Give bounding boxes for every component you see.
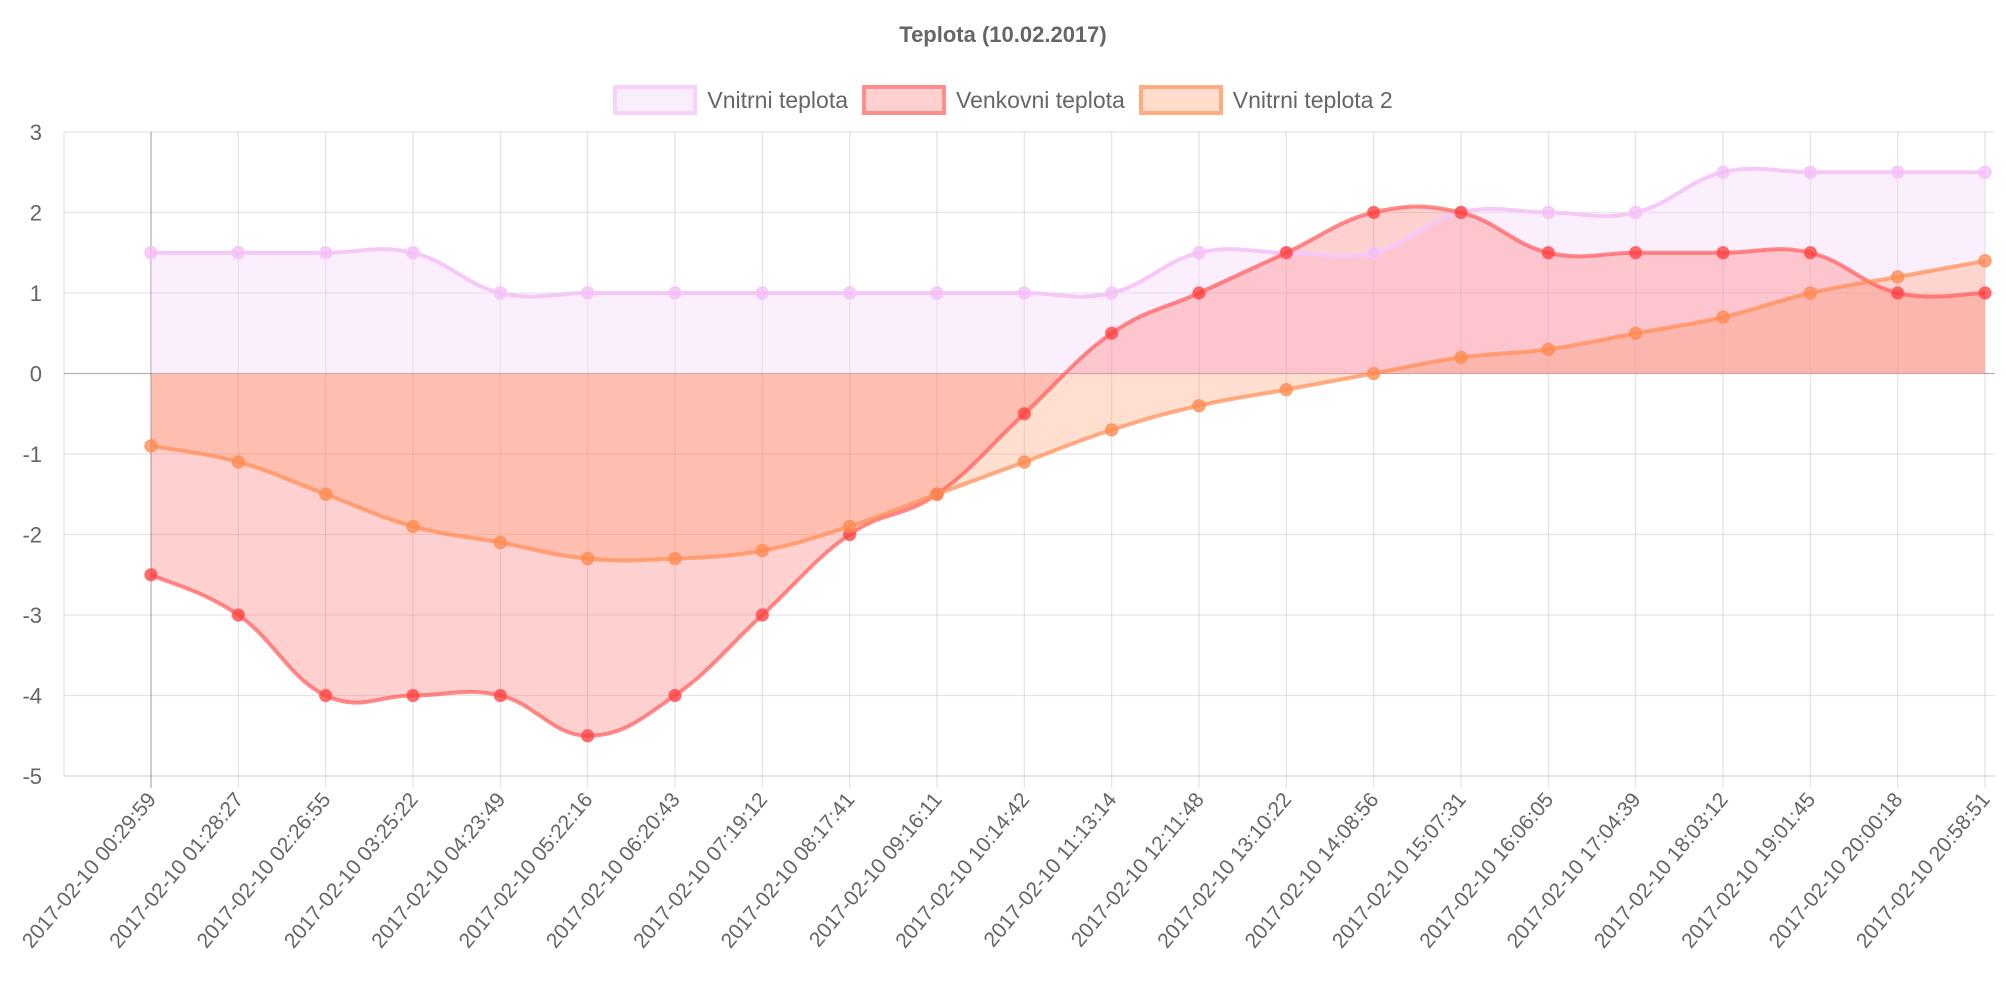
data-point [580,729,595,743]
legend-item-venkovni[interactable]: Venkovni teplota [862,85,1125,115]
data-point [1366,205,1381,220]
data-point [318,246,333,260]
data-point [930,487,944,501]
data-point [493,286,508,300]
data-point [231,608,246,622]
data-point [1716,165,1730,179]
data-point [668,551,682,566]
data-point [1890,286,1905,300]
data-point [1803,165,1818,179]
data-point [1017,407,1032,421]
data-point [406,688,420,703]
data-point [755,608,770,622]
data-point [1541,342,1556,357]
data-point [755,543,770,558]
series-line-0 [150,166,1985,299]
data-point [1279,382,1294,397]
data-point [755,286,770,300]
data-point [1366,366,1381,381]
data-point [493,688,508,703]
data-point [668,688,682,703]
data-point [318,487,333,501]
data-point [1192,398,1206,413]
data-point [1366,246,1381,260]
data-point [1628,205,1643,220]
data-point [1978,286,1992,300]
legend-label: Vnitrni teplota [707,86,848,113]
data-point [231,455,246,469]
legend: Vnitrni teplota Venkovni teplota Vnitrni… [0,85,2006,115]
data-point [144,246,158,260]
y-tick-label: -2 [22,523,42,548]
data-point [406,246,420,260]
data-point [1104,286,1119,300]
data-point [1192,246,1206,260]
series-area-1 [151,206,1985,736]
series-area-0 [151,168,1985,374]
data-point [144,568,158,582]
data-point [668,286,682,300]
y-tick-label: -4 [22,684,42,709]
data-point [842,519,857,534]
data-point [318,688,333,703]
data-point [1454,205,1468,220]
legend-item-vnitrni-2[interactable]: Vnitrni teplota 2 [1138,85,1393,115]
legend-item-vnitrni[interactable]: Vnitrni teplota [613,85,848,115]
data-point [1628,326,1643,340]
legend-swatch [862,85,946,115]
data-point [1192,286,1206,300]
y-tick-label: 3 [30,120,42,145]
data-point [1803,286,1818,300]
legend-swatch [1138,85,1223,115]
data-point [1978,165,1992,179]
data-point [1279,246,1294,260]
data-point [1017,455,1032,469]
data-point [1104,326,1119,340]
data-point [493,535,508,550]
data-point [1803,246,1818,260]
y-tick-label: 2 [30,201,42,226]
data-point [1890,270,1905,284]
series-line-2 [150,258,1986,563]
data-point [1541,246,1556,260]
legend-swatch [613,85,698,115]
series-line-1 [150,204,1986,738]
y-tick-label: 0 [30,362,42,387]
data-point [1628,246,1643,260]
data-point [1978,254,1992,268]
data-point [1017,286,1032,300]
chart-title: Teplota (10.02.2017) [899,22,1107,47]
data-point [144,439,158,453]
data-point [231,246,246,260]
data-point [580,551,595,566]
data-point [1890,165,1905,179]
y-tick-label: -5 [22,764,42,789]
data-point [1104,423,1119,437]
data-point [580,286,595,300]
y-tick-label: -3 [22,603,42,628]
data-point [406,519,420,534]
data-point [1541,205,1556,220]
y-tick-label: 1 [30,281,42,306]
series-area-2 [151,260,1985,561]
data-point [1716,310,1730,324]
data-point [1716,246,1730,260]
legend-label: Venkovni teplota [956,86,1125,113]
data-point [842,286,857,300]
data-point [1454,350,1468,365]
y-tick-label: -1 [22,442,42,467]
data-point [930,286,944,300]
legend-label: Vnitrni teplota 2 [1232,86,1393,113]
